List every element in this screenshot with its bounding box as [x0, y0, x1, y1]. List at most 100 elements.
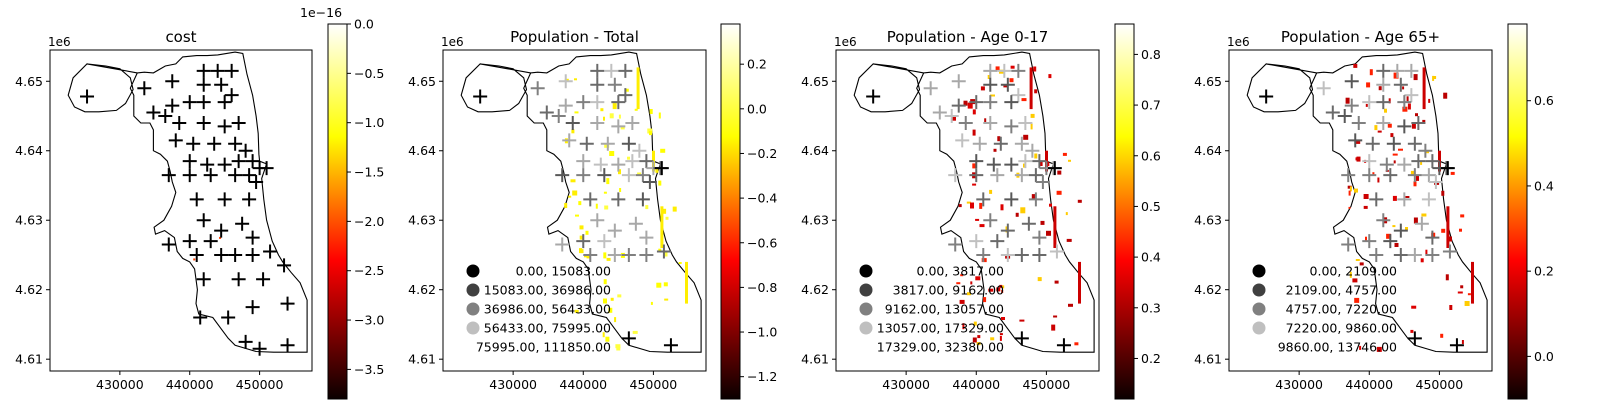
map-patch [1363, 205, 1368, 209]
colorbar-tick-label: −3.0 [354, 313, 384, 328]
x-tick-label: 430000 [1275, 377, 1323, 392]
legend-marker [466, 340, 480, 354]
site-marker [1376, 213, 1391, 228]
site-marker [948, 168, 963, 183]
y-tick-label: 4.63 [15, 213, 43, 228]
map-patch [1359, 345, 1362, 350]
site-marker [1407, 136, 1422, 151]
site-marker [593, 157, 608, 172]
map-patch [608, 307, 613, 313]
map-patch [972, 337, 977, 343]
site-marker [1021, 216, 1036, 231]
site-marker [224, 63, 239, 78]
site-marker [259, 161, 274, 176]
site-marker [600, 136, 615, 151]
y-tick-label: 4.63 [1194, 213, 1222, 228]
map-patch [1074, 342, 1079, 346]
map-patch [575, 214, 579, 217]
map-patch [1354, 188, 1358, 193]
map-patch [1003, 85, 1008, 88]
map-patch [1034, 89, 1038, 94]
site-marker [639, 230, 654, 245]
colorbar-tick-label: 0.6 [1141, 148, 1161, 163]
y-tick-label: 4.65 [801, 74, 829, 89]
site-marker [1383, 234, 1398, 249]
site-marker [618, 63, 633, 78]
site-marker [1397, 192, 1412, 207]
map-patch [1461, 340, 1464, 344]
map-patch [617, 294, 622, 298]
site-marker [997, 63, 1012, 78]
colorbar-tick-label: −2.0 [354, 214, 384, 229]
map-patch [1049, 203, 1052, 207]
y-tick-label: 4.63 [408, 213, 436, 228]
map-patch [1416, 175, 1419, 181]
map-patch [1460, 214, 1465, 218]
legend-label: 13057.00, 17329.00 [877, 321, 1004, 336]
site-marker [621, 331, 636, 346]
y-tick-label: 4.61 [408, 352, 436, 367]
colorbar-tick-label: 0.2 [747, 57, 767, 72]
site-marker [958, 115, 973, 130]
map-patch [960, 274, 964, 277]
site-marker [1047, 161, 1062, 176]
map-patch [579, 225, 584, 230]
map-patch [606, 178, 610, 185]
map-patch [1406, 96, 1409, 102]
map-patch [1413, 181, 1417, 187]
site-marker [1018, 154, 1033, 169]
map-patch [663, 252, 668, 257]
x-tick-label: 450000 [1023, 377, 1071, 392]
site-marker [976, 247, 991, 262]
map-patch [983, 297, 987, 303]
site-marker [1390, 63, 1405, 78]
map-patch [956, 282, 961, 285]
legend-marker [859, 264, 873, 278]
site-marker [1411, 115, 1426, 130]
site-marker [245, 247, 260, 262]
site-marker [555, 237, 570, 252]
map-patch [604, 205, 609, 210]
legend-marker [1252, 302, 1266, 316]
site-marker [983, 213, 998, 228]
map-patch [574, 78, 577, 81]
site-marker [1028, 192, 1043, 207]
site-marker [242, 168, 257, 183]
legend-marker [1252, 283, 1266, 297]
map-patch [1355, 259, 1360, 261]
map-patch [1411, 305, 1417, 309]
site-marker [632, 143, 647, 158]
coast-patch [685, 261, 688, 304]
site-marker [955, 133, 970, 148]
map-patch [656, 282, 662, 288]
site-marker [189, 247, 204, 262]
map-patch [571, 129, 575, 134]
site-marker [597, 234, 612, 249]
map-patch [1054, 280, 1059, 284]
site-marker [1344, 98, 1359, 113]
y-offset-label: 1e6 [834, 35, 857, 49]
map-patch [1066, 238, 1072, 242]
site-marker [983, 63, 998, 78]
map-patch [602, 332, 605, 338]
map-patch [620, 126, 625, 130]
map-patch [579, 235, 583, 240]
subplot-1: cost 1e6 430000 440000 450000 4.61 4.62 4.63 4.6… [15, 5, 384, 400]
map-patch [973, 321, 977, 326]
site-marker [621, 136, 636, 151]
coast-patch [1471, 261, 1474, 304]
colorbar-tick-label: 0.4 [1141, 250, 1161, 265]
site-marker [1049, 244, 1064, 259]
map-patch [1405, 196, 1410, 198]
site-marker [200, 157, 215, 172]
site-marker [196, 95, 211, 110]
site-marker [146, 105, 161, 120]
map-patch [1449, 236, 1452, 242]
legend-marker [859, 340, 873, 354]
map-patch [972, 129, 976, 136]
site-marker [231, 115, 246, 130]
site-marker [1004, 192, 1019, 207]
site-marker [621, 168, 636, 183]
map-patch [1057, 170, 1062, 175]
map-patch [660, 148, 666, 153]
